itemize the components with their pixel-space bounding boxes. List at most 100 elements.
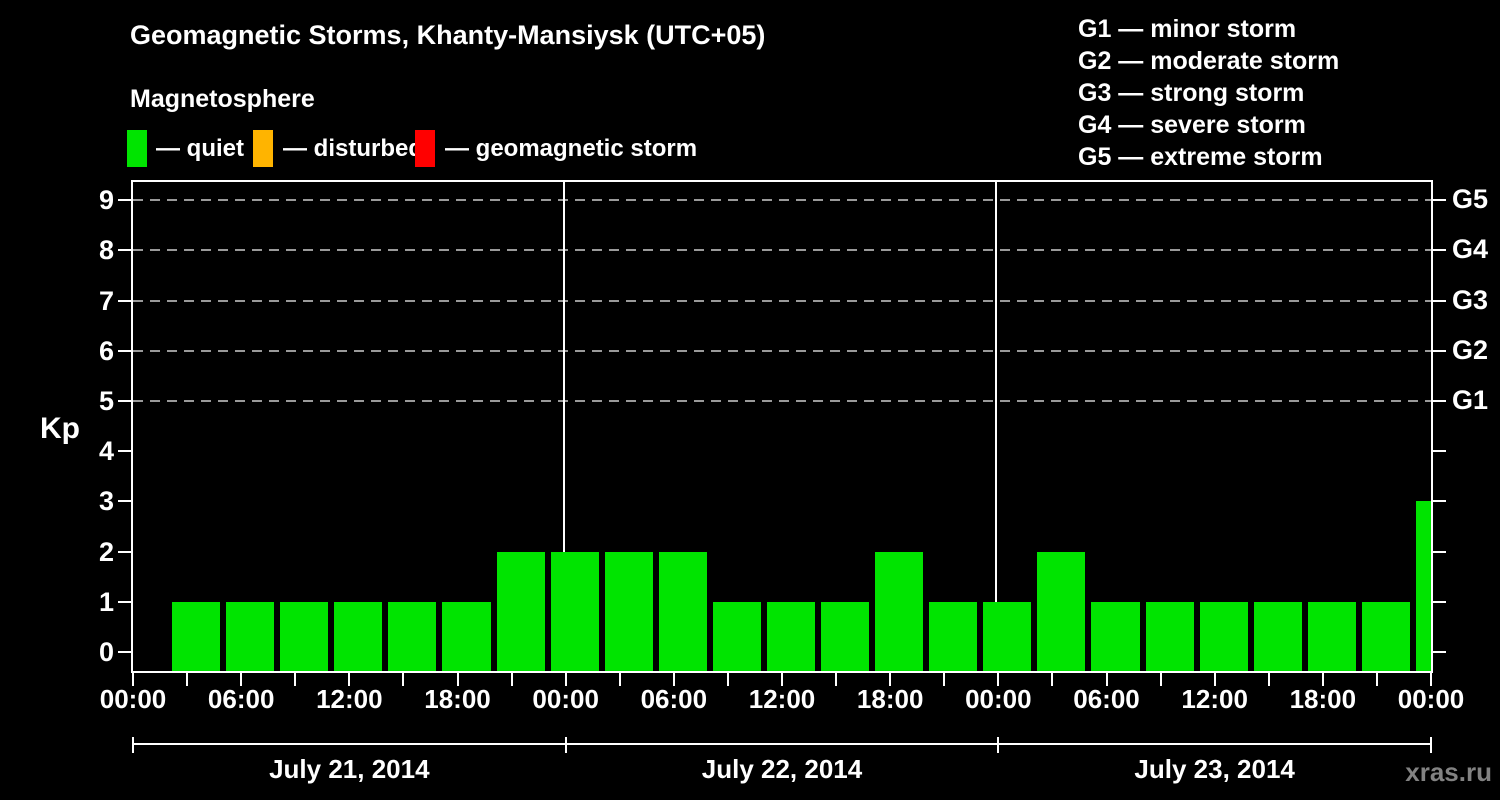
storm-scale-g3: G3 — strong storm	[1078, 79, 1305, 107]
x-axis-time-label: 12:00	[1181, 684, 1248, 714]
g-level-gridline	[133, 299, 1431, 302]
y-axis-tick	[118, 400, 131, 402]
kp-bar	[712, 601, 761, 671]
kp-bar	[1145, 601, 1194, 671]
storm-scale-legend: G1 — minor storm G2 — moderate storm G3 …	[1078, 13, 1339, 173]
x-axis-tick	[132, 673, 134, 686]
date-axis-tick	[1430, 737, 1432, 753]
x-axis-tick	[1159, 673, 1162, 686]
x-axis-time-label: 00:00	[965, 684, 1032, 714]
x-axis-tick	[781, 673, 783, 686]
kp-bar	[1361, 601, 1410, 671]
storm-scale-g4: G4 — severe storm	[1078, 111, 1306, 139]
kp-bar	[280, 601, 329, 671]
storm-scale-g1: G1 — minor storm	[1078, 15, 1297, 43]
legend-swatch-disturbed	[253, 130, 273, 167]
y-axis-tick	[118, 349, 131, 352]
x-axis-tick	[997, 673, 1000, 686]
x-axis-tick	[402, 673, 405, 686]
right-axis-tick	[1433, 400, 1446, 402]
right-axis-g-label: G4	[1452, 234, 1489, 265]
right-axis-tick	[1433, 249, 1446, 252]
x-axis-tick	[726, 673, 729, 686]
x-axis-tick	[456, 673, 459, 686]
kp-bar	[875, 551, 924, 671]
page-title: Geomagnetic Storms, Khanty-Mansiysk (UTC…	[130, 20, 766, 50]
kp-bar	[172, 601, 221, 671]
kp-bar	[442, 601, 491, 671]
x-axis-time-label: 00:00	[532, 684, 599, 714]
g-level-gridline	[133, 400, 1431, 402]
legend-label-quiet: — quiet	[156, 135, 244, 162]
kp-bar	[1415, 501, 1431, 671]
legend-swatch-quiet	[127, 130, 147, 167]
x-axis-tick	[510, 673, 513, 686]
x-axis-tick	[348, 673, 351, 686]
kp-bar	[1091, 601, 1140, 671]
right-axis-tick	[1433, 550, 1446, 553]
x-axis-tick	[1267, 673, 1270, 686]
x-axis-tick	[294, 673, 297, 686]
right-axis-tick	[1433, 299, 1446, 302]
kp-bar	[334, 601, 383, 671]
right-axis-g-label: G3	[1452, 284, 1489, 315]
y-axis-tick	[118, 550, 131, 553]
date-axis-tick	[564, 737, 567, 753]
kp-bar	[388, 601, 437, 671]
x-axis-time-label: 06:00	[207, 684, 275, 714]
y-axis-tick	[118, 450, 131, 453]
date-axis-tick	[997, 737, 1000, 753]
storm-scale-g2: G2 — moderate storm	[1078, 47, 1340, 75]
right-axis-tick	[1433, 500, 1446, 503]
right-axis-tick	[1433, 199, 1446, 202]
y-axis-tick-label: 3	[98, 486, 114, 517]
x-axis-time-label: 18:00	[424, 684, 491, 714]
x-axis-tick	[943, 673, 946, 686]
right-axis-g-label: G2	[1452, 334, 1489, 365]
x-axis-time-label: 00:00	[99, 684, 167, 714]
x-axis-time-label: 00:00	[1397, 684, 1465, 714]
y-axis-tick-label: 1	[98, 586, 114, 617]
right-axis-g-label: G1	[1452, 385, 1489, 415]
kp-bar	[496, 551, 545, 671]
legend-label-storm: — geomagnetic storm	[445, 135, 698, 162]
kp-bar	[821, 601, 870, 671]
day-divider-line	[562, 182, 565, 671]
x-axis-tick	[1430, 673, 1432, 686]
y-axis-tick	[118, 199, 131, 202]
right-axis-tick	[1433, 450, 1446, 453]
kp-bar	[1307, 601, 1356, 671]
kp-bar	[929, 601, 978, 671]
g-level-gridline	[133, 249, 1431, 252]
kp-bar	[604, 551, 653, 671]
right-axis-g-label: G5	[1452, 184, 1489, 215]
x-axis-tick	[1321, 673, 1324, 686]
x-axis-tick	[618, 673, 621, 686]
x-axis-tick	[1375, 673, 1378, 686]
kp-bar	[1037, 551, 1086, 671]
kp-bar	[766, 601, 816, 671]
date-label: July 23, 2014	[1134, 754, 1295, 784]
x-axis-tick	[240, 673, 243, 686]
right-axis-tick	[1433, 600, 1446, 603]
x-axis-tick	[835, 673, 838, 686]
g-level-gridline	[133, 199, 1431, 202]
y-axis-tick-label: 7	[98, 285, 114, 316]
y-axis-tick	[118, 600, 131, 603]
x-axis-time-label: 12:00	[748, 684, 816, 714]
x-axis-tick	[1051, 673, 1054, 686]
kp-bar	[1253, 601, 1302, 671]
date-label: July 22, 2014	[701, 754, 863, 784]
y-axis-tick-label: 2	[98, 536, 114, 567]
x-axis-time-label: 18:00	[856, 684, 924, 714]
x-axis-time-label: 18:00	[1289, 684, 1357, 714]
x-axis-tick	[1213, 673, 1216, 686]
y-axis-tick	[118, 299, 131, 302]
x-axis-tick	[889, 673, 892, 686]
x-axis-time-label: 12:00	[316, 684, 383, 714]
kp-bar	[550, 551, 599, 671]
date-axis-tick	[132, 737, 134, 753]
legend-label-disturbed: — disturbed	[283, 135, 424, 162]
x-axis-tick	[564, 673, 567, 686]
kp-bar	[983, 601, 1032, 671]
